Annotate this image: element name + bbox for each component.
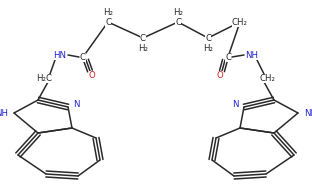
Text: H₂: H₂ — [103, 7, 113, 16]
Text: O: O — [217, 71, 223, 80]
Text: C: C — [175, 17, 181, 26]
Text: NH: NH — [304, 109, 312, 117]
Text: HN: HN — [53, 51, 66, 60]
Text: NH: NH — [0, 109, 8, 117]
Text: H₂: H₂ — [203, 44, 213, 53]
Text: H₂: H₂ — [138, 44, 148, 53]
Text: N: N — [73, 100, 80, 109]
Text: H₂: H₂ — [173, 7, 183, 16]
Text: O: O — [89, 71, 95, 80]
Text: C: C — [225, 53, 231, 62]
Text: H₂C: H₂C — [36, 74, 52, 83]
Text: N: N — [232, 100, 239, 109]
Text: C: C — [205, 34, 211, 43]
Text: C: C — [105, 17, 111, 26]
Text: CH₂: CH₂ — [260, 74, 276, 83]
Text: CH₂: CH₂ — [232, 17, 248, 26]
Text: C: C — [140, 34, 146, 43]
Text: C: C — [80, 53, 86, 62]
Text: NH: NH — [246, 51, 259, 60]
